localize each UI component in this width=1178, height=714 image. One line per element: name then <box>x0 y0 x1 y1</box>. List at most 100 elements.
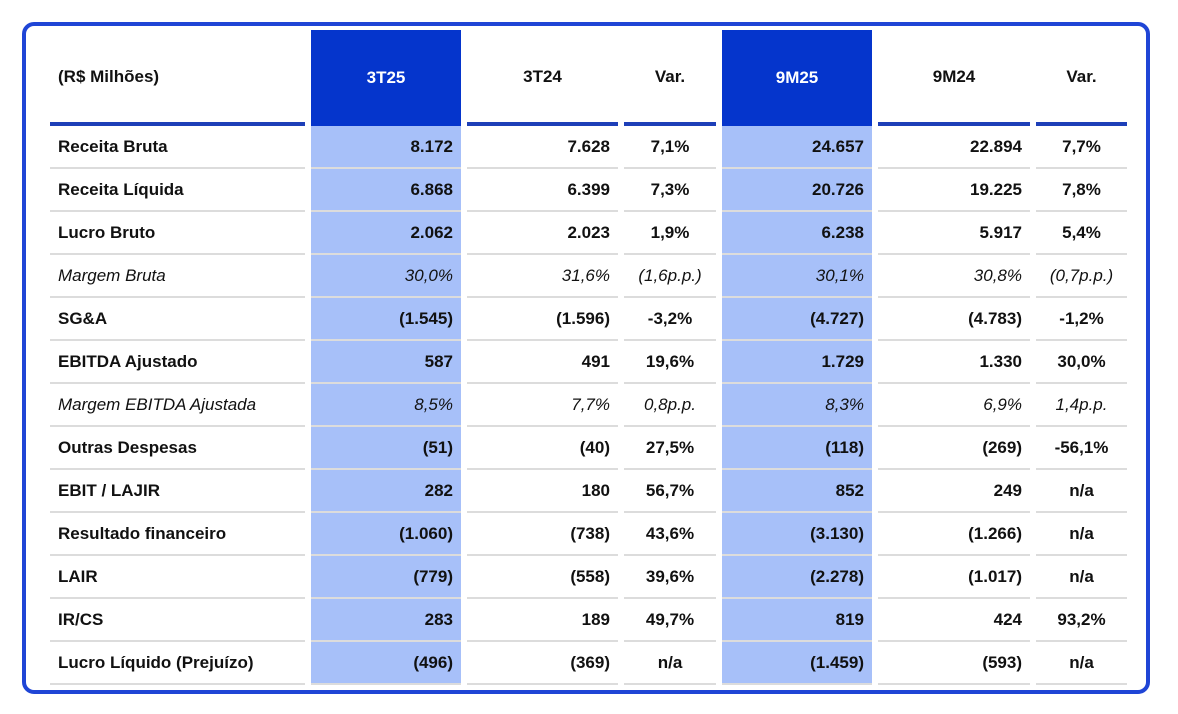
header-cell: Var. <box>1066 66 1097 86</box>
value-cell: 2.062 <box>311 212 461 255</box>
value-cell: 19,6% <box>624 341 716 384</box>
value-cell: n/a <box>1036 513 1127 556</box>
row-label: Lucro Bruto <box>50 212 305 255</box>
value-cell: (51) <box>311 427 461 470</box>
value-cell: 6.399 <box>467 169 618 212</box>
value-cell: (1.545) <box>311 298 461 341</box>
header-underline <box>878 122 1030 126</box>
value-cell: (496) <box>311 642 461 685</box>
table-frame <box>22 22 1150 694</box>
value-cell: 6,9% <box>878 384 1030 427</box>
row-label: Margem EBITDA Ajustada <box>50 384 305 427</box>
header-cell: 9M24 <box>932 66 976 86</box>
value-cell: 56,7% <box>624 470 716 513</box>
value-cell: 7,7% <box>467 384 618 427</box>
value-cell: 43,6% <box>624 513 716 556</box>
value-cell: 852 <box>722 470 872 513</box>
value-cell: 5,4% <box>1036 212 1127 255</box>
header-underline <box>624 122 716 126</box>
value-cell: (4.783) <box>878 298 1030 341</box>
value-cell: (1.060) <box>311 513 461 556</box>
value-cell: 30,0% <box>1036 341 1127 384</box>
value-cell: 2.023 <box>467 212 618 255</box>
value-cell: 587 <box>311 341 461 384</box>
value-cell: 5.917 <box>878 212 1030 255</box>
value-cell: n/a <box>1036 470 1127 513</box>
row-label: EBITDA Ajustado <box>50 341 305 384</box>
value-cell: (1.017) <box>878 556 1030 599</box>
value-cell: 283 <box>311 599 461 642</box>
value-cell: (1.266) <box>878 513 1030 556</box>
header-underline <box>50 122 305 126</box>
row-label: LAIR <box>50 556 305 599</box>
value-cell: 27,5% <box>624 427 716 470</box>
value-cell: 7.628 <box>467 126 618 169</box>
row-label: Receita Líquida <box>50 169 305 212</box>
value-cell: 8.172 <box>311 126 461 169</box>
header-cell: 9M25 <box>722 30 872 126</box>
value-cell: 282 <box>311 470 461 513</box>
value-cell: -1,2% <box>1036 298 1127 341</box>
value-cell: 1,9% <box>624 212 716 255</box>
value-cell: (269) <box>878 427 1030 470</box>
value-cell: 7,7% <box>1036 126 1127 169</box>
value-cell: 24.657 <box>722 126 872 169</box>
value-cell: 20.726 <box>722 169 872 212</box>
value-cell: (558) <box>467 556 618 599</box>
value-cell: 22.894 <box>878 126 1030 169</box>
value-cell: 30,1% <box>722 255 872 298</box>
value-cell: 49,7% <box>624 599 716 642</box>
value-cell: 249 <box>878 470 1030 513</box>
value-cell: (4.727) <box>722 298 872 341</box>
value-cell: -3,2% <box>624 298 716 341</box>
value-cell: 8,3% <box>722 384 872 427</box>
value-cell: (1.596) <box>467 298 618 341</box>
value-cell: 30,0% <box>311 255 461 298</box>
header-cell: (R$ Milhões) <box>58 66 160 86</box>
value-cell: 31,6% <box>467 255 618 298</box>
value-cell: 7,8% <box>1036 169 1127 212</box>
value-cell: 19.225 <box>878 169 1030 212</box>
value-cell: (593) <box>878 642 1030 685</box>
header-cell: 3T25 <box>311 30 461 126</box>
header-cell: 3T24 <box>523 66 562 86</box>
value-cell: -56,1% <box>1036 427 1127 470</box>
value-cell: (40) <box>467 427 618 470</box>
value-cell: 8,5% <box>311 384 461 427</box>
row-label: IR/CS <box>50 599 305 642</box>
header-underline <box>1036 122 1127 126</box>
value-cell: n/a <box>624 642 716 685</box>
value-cell: (118) <box>722 427 872 470</box>
row-label: Outras Despesas <box>50 427 305 470</box>
value-cell: n/a <box>1036 642 1127 685</box>
value-cell: (779) <box>311 556 461 599</box>
value-cell: 39,6% <box>624 556 716 599</box>
row-label: SG&A <box>50 298 305 341</box>
value-cell: (1.459) <box>722 642 872 685</box>
value-cell: 7,3% <box>624 169 716 212</box>
value-cell: n/a <box>1036 556 1127 599</box>
row-label: Margem Bruta <box>50 255 305 298</box>
row-label: Receita Bruta <box>50 126 305 169</box>
value-cell: 93,2% <box>1036 599 1127 642</box>
header-underline <box>467 122 618 126</box>
value-cell: (3.130) <box>722 513 872 556</box>
row-label: Resultado financeiro <box>50 513 305 556</box>
value-cell: (1,6p.p.) <box>624 255 716 298</box>
row-label: Lucro Líquido (Prejuízo) <box>50 642 305 685</box>
value-cell: 189 <box>467 599 618 642</box>
value-cell: 7,1% <box>624 126 716 169</box>
value-cell: 491 <box>467 341 618 384</box>
value-cell: 819 <box>722 599 872 642</box>
value-cell: 1,4p.p. <box>1036 384 1127 427</box>
value-cell: (0,7p.p.) <box>1036 255 1127 298</box>
header-cell: Var. <box>654 66 686 86</box>
value-cell: 180 <box>467 470 618 513</box>
value-cell: 6.238 <box>722 212 872 255</box>
value-cell: 424 <box>878 599 1030 642</box>
value-cell: (369) <box>467 642 618 685</box>
value-cell: 1.330 <box>878 341 1030 384</box>
value-cell: 30,8% <box>878 255 1030 298</box>
row-label: EBIT / LAJIR <box>50 470 305 513</box>
value-cell: 0,8p.p. <box>624 384 716 427</box>
